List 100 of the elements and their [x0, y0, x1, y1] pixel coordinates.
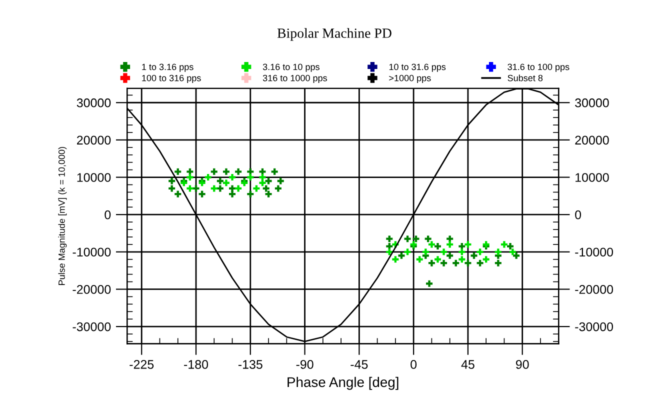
y2-tick-label: 0 — [575, 210, 582, 220]
point — [434, 256, 442, 263]
point — [386, 243, 393, 250]
point — [204, 174, 212, 181]
point — [424, 236, 432, 242]
point — [440, 248, 448, 256]
point — [168, 185, 176, 192]
point — [464, 241, 472, 248]
point — [513, 252, 520, 259]
point — [412, 236, 420, 242]
point — [464, 260, 472, 266]
legend-label: 10 to 31.6 pps — [389, 64, 446, 72]
legend-label: 316 to 1000 pps — [262, 74, 327, 84]
point — [229, 174, 236, 181]
y-tick-label: 0 — [104, 210, 111, 220]
point — [229, 190, 236, 198]
x-tick-label: 45 — [461, 360, 474, 369]
point — [235, 168, 242, 175]
point — [428, 241, 435, 248]
point — [271, 168, 278, 175]
legend-label: 31.6 to 100 pps — [508, 64, 570, 72]
point — [247, 174, 254, 181]
point — [216, 178, 224, 184]
x-tick-label: 0 — [410, 360, 417, 369]
y-tick-label: -20000 — [72, 285, 111, 294]
x-tick-label: -180 — [184, 360, 208, 369]
y-tick-label: 20000 — [77, 136, 111, 145]
point — [210, 185, 218, 192]
point — [398, 252, 405, 259]
point — [507, 243, 514, 250]
point — [500, 241, 508, 248]
y2-tick-label: 30000 — [575, 98, 609, 108]
legend-label: 100 to 316 pps — [142, 74, 201, 84]
legend-label: 1 to 3.16 pps — [142, 64, 194, 72]
y2-tick-label: 20000 — [575, 136, 609, 145]
x-tick-label: 90 — [516, 360, 529, 369]
point — [259, 174, 266, 181]
point — [404, 248, 411, 256]
x-tick-label: -135 — [238, 360, 262, 369]
point — [253, 185, 260, 192]
point — [277, 178, 284, 184]
point — [404, 236, 411, 242]
x-tick-label: -90 — [296, 360, 314, 369]
point — [440, 260, 448, 266]
point — [422, 248, 429, 256]
legend-label: >1000 pps — [389, 74, 431, 84]
point — [222, 180, 230, 186]
point — [168, 178, 176, 184]
point — [446, 241, 454, 248]
point — [452, 260, 460, 266]
point — [458, 256, 466, 263]
y-tick-label: -30000 — [72, 322, 111, 332]
y2-tick-label: -30000 — [575, 322, 614, 332]
point — [446, 236, 454, 242]
point — [235, 185, 242, 192]
y2-tick-label: 10000 — [576, 173, 609, 182]
point — [265, 190, 272, 198]
point — [186, 174, 194, 181]
point — [210, 168, 218, 175]
y-tick-label: 30000 — [76, 98, 111, 108]
point — [247, 190, 254, 198]
point — [229, 185, 236, 192]
point — [494, 260, 502, 266]
point — [482, 256, 490, 263]
x-axis-title: Phase Angle [deg] — [288, 376, 398, 390]
point — [222, 168, 230, 175]
point — [216, 185, 224, 192]
point — [476, 248, 484, 256]
point — [386, 236, 393, 242]
legend-label: 3.16 to 10 pps — [262, 64, 320, 72]
point — [434, 243, 442, 250]
point — [426, 280, 433, 287]
y-axis-title: Pulse Magnitude [mV] (k = 10,000) — [58, 147, 67, 285]
point — [476, 260, 484, 266]
point — [192, 185, 200, 192]
y-tick-label: 10000 — [77, 173, 111, 182]
x-tick-label: -225 — [130, 360, 154, 369]
point — [509, 248, 516, 256]
point — [198, 190, 206, 198]
x-tick-label: -45 — [350, 360, 368, 369]
point — [274, 185, 282, 192]
point — [458, 248, 466, 256]
point — [392, 256, 399, 263]
legend-label: Subset 8 — [508, 74, 543, 82]
point — [186, 185, 194, 192]
point — [262, 185, 270, 192]
point — [458, 243, 466, 250]
point — [174, 190, 182, 198]
chart-title: Bipolar Machine PD — [277, 28, 392, 41]
y-tick-label: -10000 — [72, 248, 111, 257]
point — [470, 252, 478, 259]
point — [265, 178, 272, 184]
point — [446, 252, 454, 259]
point — [494, 248, 502, 256]
point — [428, 260, 435, 266]
y2-tick-label: -20000 — [575, 285, 614, 294]
point — [174, 168, 182, 175]
y2-tick-label: -10000 — [575, 248, 614, 257]
point — [416, 256, 423, 263]
point — [259, 180, 266, 186]
